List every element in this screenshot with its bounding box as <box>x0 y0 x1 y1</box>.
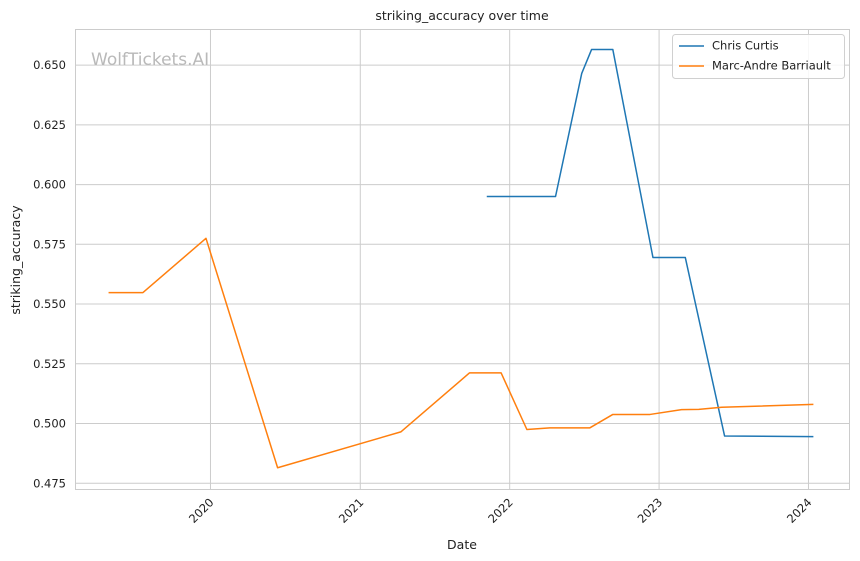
legend: Chris Curtis Marc-Andre Barriault <box>672 34 845 79</box>
plot-area-frame <box>75 29 850 490</box>
y-tick-label: 0.500 <box>33 417 66 431</box>
y-tick-label: 0.625 <box>33 118 66 132</box>
series-line-marc-andre-barriault <box>108 237 814 469</box>
series-line-chris-curtis <box>486 48 814 438</box>
y-tick-label: 0.650 <box>33 58 66 72</box>
x-axis-title: Date <box>447 537 477 552</box>
y-tick-label: 0.525 <box>33 357 66 371</box>
grid <box>75 29 849 489</box>
y-tick-label: 0.575 <box>33 237 66 251</box>
y-axis: 0.475 0.500 0.525 0.550 0.575 0.600 0.625 0.650 <box>33 58 66 490</box>
watermark: WolfTickets.AI <box>91 50 209 70</box>
chart-title: striking_accuracy over time <box>375 8 549 23</box>
y-tick-label: 0.550 <box>33 297 66 311</box>
y-tick-label: 0.600 <box>33 178 66 192</box>
series-layer <box>108 48 814 469</box>
legend-box <box>672 34 845 79</box>
legend-label-chris-curtis: Chris Curtis <box>712 39 779 53</box>
legend-label-marc-andre-barriault: Marc-Andre Barriault <box>712 59 831 73</box>
y-axis-title: striking_accuracy <box>8 205 23 315</box>
y-tick-label: 0.475 <box>33 476 66 490</box>
